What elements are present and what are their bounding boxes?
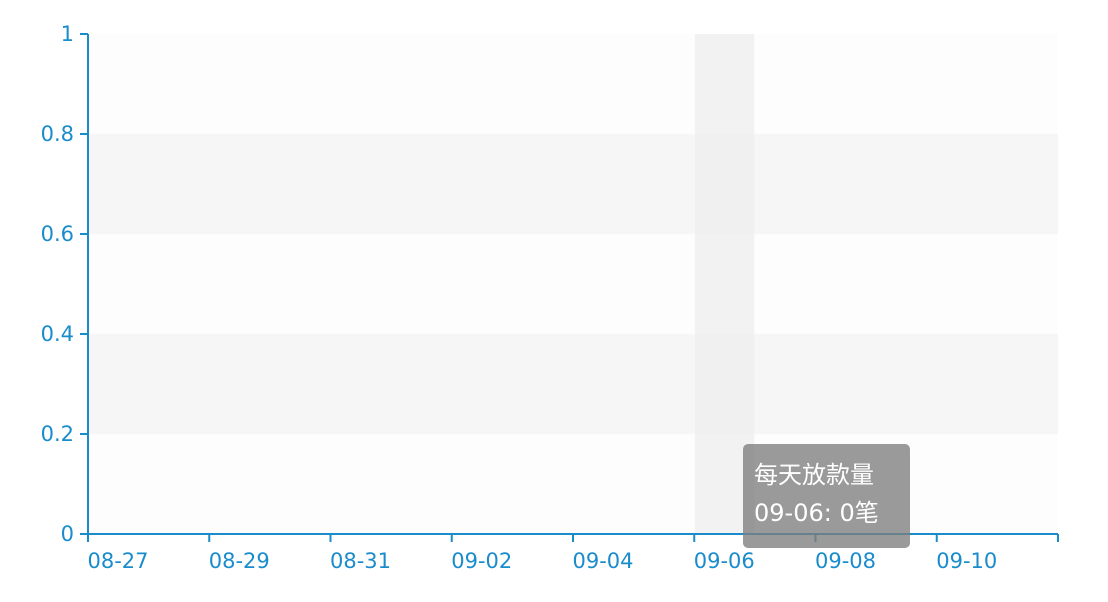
y-tick-label: 0 (61, 522, 74, 546)
grid-band (88, 434, 1058, 534)
x-tick-label: 09-10 (936, 549, 997, 573)
x-tick-label: 08-29 (209, 549, 270, 573)
x-tick-label: 09-02 (451, 549, 512, 573)
x-tick-label: 08-31 (330, 549, 391, 573)
y-tick-label: 1 (61, 22, 74, 46)
x-tick-label: 09-04 (572, 549, 633, 573)
grid-band (88, 34, 1058, 134)
x-tick-label: 09-08 (815, 549, 876, 573)
chart-tooltip: 每天放款量 09-06: 0笔 (743, 444, 910, 548)
grid-band (88, 134, 1058, 234)
tooltip-value: 09-06: 0笔 (754, 499, 879, 527)
x-tick-label: 08-27 (87, 549, 148, 573)
y-tick-label: 0.4 (41, 322, 74, 346)
tooltip-title: 每天放款量 (754, 461, 874, 489)
grid-band (88, 334, 1058, 434)
y-tick-label: 0.8 (41, 122, 74, 146)
y-tick-label: 0.2 (41, 422, 74, 446)
y-tick-label: 0.6 (41, 222, 74, 246)
grid-band (88, 234, 1058, 334)
x-tick-label: 09-06 (694, 549, 755, 573)
